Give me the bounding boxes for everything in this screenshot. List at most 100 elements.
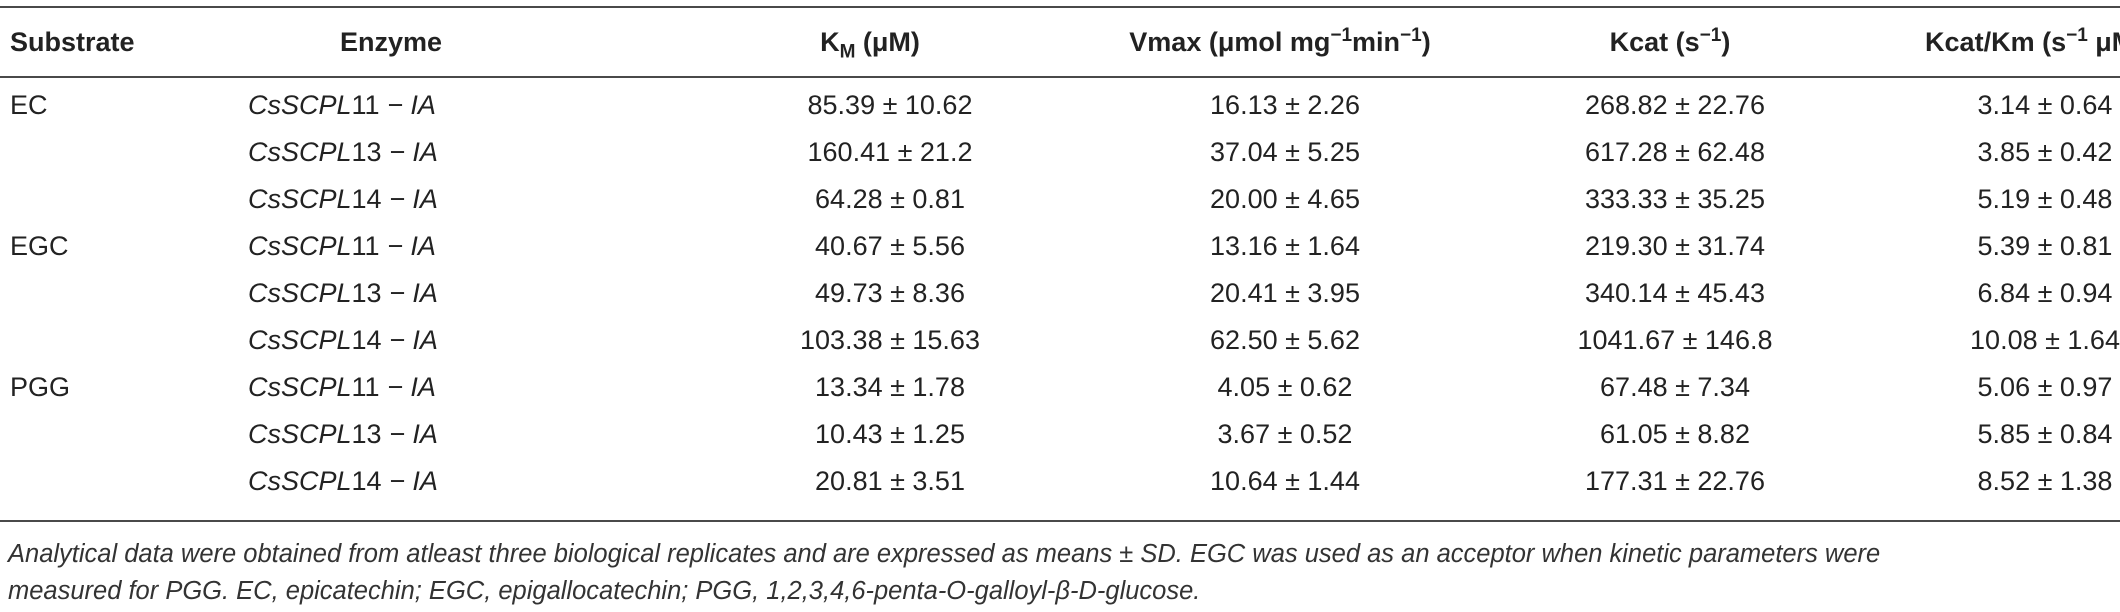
enzyme-suffix: − IA xyxy=(381,325,438,355)
cell-km: 20.81 ± 3.51 xyxy=(815,466,965,496)
table-row: CsSCPL14 − IA 20.81 ± 3.51 10.64 ± 1.44 177… xyxy=(0,458,2120,505)
cell-substrate xyxy=(0,411,240,458)
cell-km: 10.43 ± 1.25 xyxy=(815,419,965,449)
cell-kcat: 617.28 ± 62.48 xyxy=(1585,137,1765,167)
table-row: EGC CsSCPL11 − IA 40.67 ± 5.56 13.16 ± 1.64… xyxy=(0,223,2120,270)
cell-kcat: 67.48 ± 7.34 xyxy=(1600,372,1750,402)
cell-km: 85.39 ± 10.62 xyxy=(807,90,973,120)
footnote-line-1: Analytical data were obtained from atlea… xyxy=(8,540,1881,568)
header-substrate: Substrate xyxy=(10,26,135,57)
cell-kcat: 177.31 ± 22.76 xyxy=(1585,466,1765,496)
enzyme-prefix: CsSCPL xyxy=(248,137,352,167)
enzyme-prefix: CsSCPL xyxy=(248,372,352,402)
cell-substrate xyxy=(0,129,240,176)
cell-enzyme: CsSCPL11 − IA xyxy=(240,223,660,270)
table-row: CsSCPL13 − IA 10.43 ± 1.25 3.67 ± 0.52 61.0… xyxy=(0,411,2120,458)
cell-substrate: PGG xyxy=(10,372,71,402)
enzyme-prefix: CsSCPL xyxy=(248,419,352,449)
enzyme-prefix: CsSCPL xyxy=(248,278,352,308)
header-km: KM (μM) xyxy=(820,26,920,62)
enzyme-prefix: CsSCPL xyxy=(248,184,352,214)
cell-substrate: EGC xyxy=(10,231,69,261)
table-row: CsSCPL13 − IA 160.41 ± 21.2 37.04 ± 5.25 61… xyxy=(0,129,2120,176)
cell-kcat: 268.82 ± 22.76 xyxy=(1585,90,1765,120)
header-kcat-km: Kcat/Km (s−1 μM−1) xyxy=(1925,24,2120,57)
kinetics-table: Substrate Enzyme KM (μM) Vmax (μmol mg−1… xyxy=(0,8,2120,505)
enzyme-prefix: CsSCPL xyxy=(248,90,352,120)
cell-kcat: 340.14 ± 45.43 xyxy=(1585,278,1765,308)
cell-vmax: 3.67 ± 0.52 xyxy=(1217,419,1353,449)
enzyme-suffix: − IA xyxy=(381,278,438,308)
top-rule xyxy=(0,6,2120,8)
cell-kcat-km: 5.19 ± 0.48 xyxy=(1977,184,2113,214)
cell-substrate xyxy=(0,317,240,364)
table-row: PGG CsSCPL11 − IA 13.34 ± 1.78 4.05 ± 0.62 6… xyxy=(0,364,2120,411)
enzyme-suffix: − IA xyxy=(379,90,436,120)
enzyme-suffix: − IA xyxy=(381,466,438,496)
cell-kcat-km: 5.85 ± 0.84 xyxy=(1977,419,2113,449)
cell-enzyme: CsSCPL11 − IA xyxy=(240,364,660,411)
header-vmax: Vmax (μmol mg−1min−1) xyxy=(1129,24,1431,57)
cell-vmax: 62.50 ± 5.62 xyxy=(1210,325,1360,355)
cell-kcat-km: 6.84 ± 0.94 xyxy=(1977,278,2113,308)
enzyme-prefix: CsSCPL xyxy=(248,325,352,355)
cell-substrate xyxy=(0,176,240,223)
cell-substrate xyxy=(0,270,240,317)
header-kcat: Kcat (s−1) xyxy=(1609,24,1731,57)
enzyme-number: 11 xyxy=(351,90,380,120)
cell-vmax: 4.05 ± 0.62 xyxy=(1217,372,1353,402)
enzyme-number: 11 xyxy=(351,372,380,402)
cell-km: 40.67 ± 5.56 xyxy=(815,231,965,261)
enzyme-number: 13 xyxy=(351,137,382,167)
cell-substrate xyxy=(0,458,240,505)
cell-substrate: EC xyxy=(10,90,48,120)
bottom-rule xyxy=(0,520,2120,522)
cell-kcat-km: 3.85 ± 0.42 xyxy=(1977,137,2113,167)
cell-kcat: 219.30 ± 31.74 xyxy=(1585,231,1765,261)
header-row: Substrate Enzyme KM (μM) Vmax (μmol mg−1… xyxy=(0,8,2120,76)
cell-kcat: 333.33 ± 35.25 xyxy=(1585,184,1765,214)
cell-km: 160.41 ± 21.2 xyxy=(807,137,973,167)
enzyme-suffix: − IA xyxy=(381,137,438,167)
cell-kcat-km: 8.52 ± 1.38 xyxy=(1977,466,2113,496)
cell-vmax: 10.64 ± 1.44 xyxy=(1210,466,1360,496)
cell-enzyme: CsSCPL11 − IA xyxy=(240,76,660,129)
enzyme-number: 14 xyxy=(351,466,382,496)
footnote-line-2: measured for PGG. EC, epicatechin; EGC, … xyxy=(8,577,1201,605)
cell-vmax: 20.00 ± 4.65 xyxy=(1210,184,1360,214)
cell-vmax: 37.04 ± 5.25 xyxy=(1210,137,1360,167)
enzyme-suffix: − IA xyxy=(381,419,438,449)
table-row: CsSCPL13 − IA 49.73 ± 8.36 20.41 ± 3.95 340… xyxy=(0,270,2120,317)
cell-vmax: 20.41 ± 3.95 xyxy=(1210,278,1360,308)
cell-kcat-km: 5.39 ± 0.81 xyxy=(1977,231,2113,261)
cell-kcat-km: 3.14 ± 0.64 xyxy=(1977,90,2113,120)
cell-km: 49.73 ± 8.36 xyxy=(815,278,965,308)
cell-kcat: 1041.67 ± 146.8 xyxy=(1577,325,1773,355)
cell-enzyme: CsSCPL13 − IA xyxy=(240,129,660,176)
enzyme-prefix: CsSCPL xyxy=(248,231,352,261)
cell-enzyme: CsSCPL13 − IA xyxy=(240,270,660,317)
enzyme-prefix: CsSCPL xyxy=(248,466,352,496)
enzyme-suffix: − IA xyxy=(379,231,436,261)
enzyme-suffix: − IA xyxy=(379,372,436,402)
cell-kcat-km: 10.08 ± 1.64 xyxy=(1970,325,2120,355)
header-rule xyxy=(0,76,2120,78)
table-row: CsSCPL14 − IA 64.28 ± 0.81 20.00 ± 4.65 333… xyxy=(0,176,2120,223)
cell-km: 64.28 ± 0.81 xyxy=(815,184,965,214)
cell-enzyme: CsSCPL13 − IA xyxy=(240,411,660,458)
cell-km: 13.34 ± 1.78 xyxy=(815,372,965,402)
enzyme-number: 13 xyxy=(351,278,382,308)
enzyme-suffix: − IA xyxy=(381,184,438,214)
cell-enzyme: CsSCPL14 − IA xyxy=(240,176,660,223)
enzyme-number: 13 xyxy=(351,419,382,449)
table-footnote: Analytical data were obtained from atlea… xyxy=(8,536,2112,610)
enzyme-number: 14 xyxy=(351,325,382,355)
cell-kcat-km: 5.06 ± 0.97 xyxy=(1977,372,2113,402)
enzyme-number: 11 xyxy=(351,231,380,261)
cell-km: 103.38 ± 15.63 xyxy=(800,325,980,355)
enzyme-number: 14 xyxy=(351,184,382,214)
table-row: CsSCPL14 − IA 103.38 ± 15.63 62.50 ± 5.62 1… xyxy=(0,317,2120,364)
cell-kcat: 61.05 ± 8.82 xyxy=(1600,419,1750,449)
cell-vmax: 13.16 ± 1.64 xyxy=(1210,231,1360,261)
